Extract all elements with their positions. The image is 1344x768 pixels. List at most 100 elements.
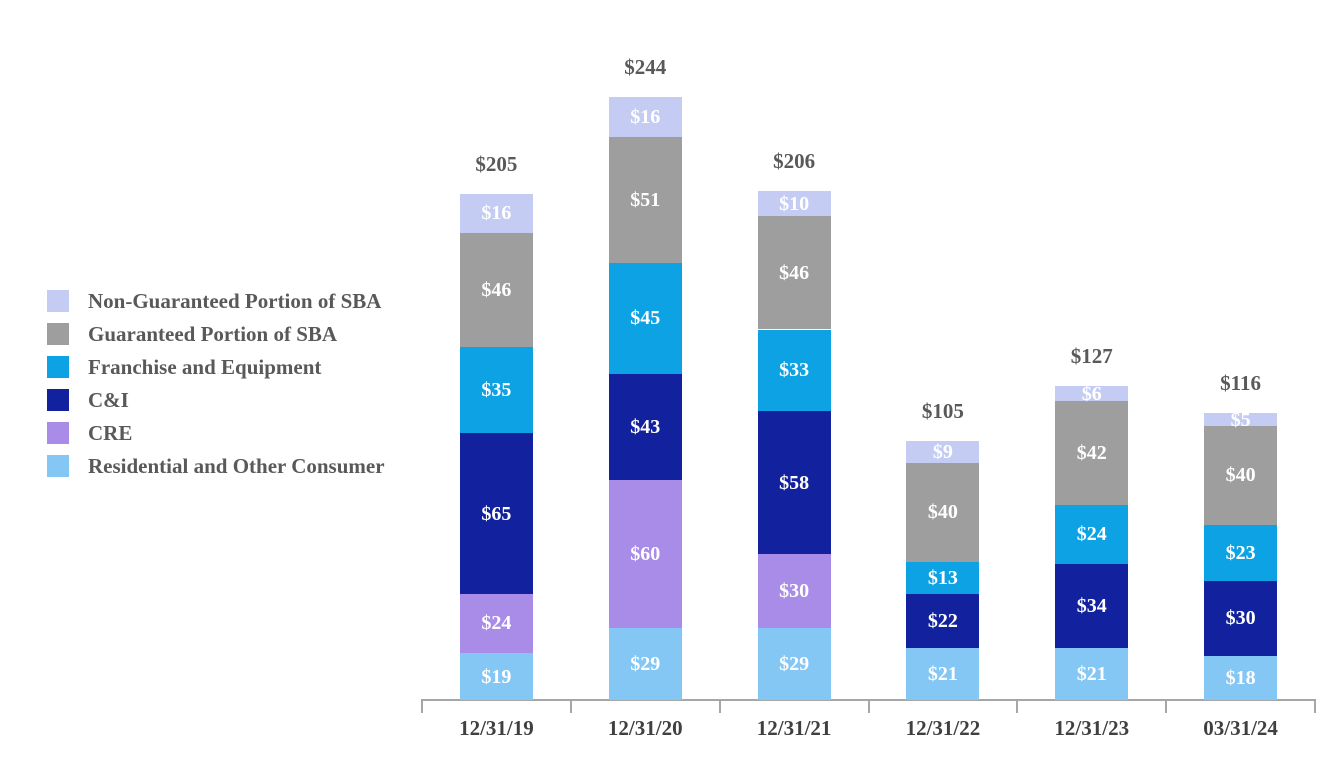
bar-segment: $58 (757, 411, 831, 555)
segment-value-label: $29 (779, 653, 810, 676)
bar-segment: $34 (1055, 564, 1129, 649)
legend-item: Guaranteed Portion of SBA (47, 323, 385, 345)
bar-segment: $19 (459, 653, 533, 700)
legend-label: CRE (88, 421, 133, 445)
bar-segment: $51 (608, 136, 682, 263)
segment-value-label: $13 (927, 566, 958, 589)
legend-item: C&I (47, 389, 385, 411)
segment-value-label: $16 (630, 106, 661, 129)
bar-segment: $43 (608, 373, 682, 481)
bar-segment: $24 (459, 593, 533, 654)
legend-item: CRE (47, 422, 385, 444)
segment-value-label: $34 (1076, 595, 1107, 618)
bar-segment: $30 (757, 554, 831, 629)
legend-label: Non-Guaranteed Portion of SBA (88, 289, 382, 313)
bar-segment: $10 (757, 191, 831, 216)
bar-segment: $13 (906, 561, 980, 594)
x-axis-label: 12/31/23 (1054, 716, 1130, 740)
legend-swatch (47, 323, 69, 345)
segment-value-label: $22 (927, 609, 958, 632)
segment-value-label: $45 (630, 307, 661, 330)
bar-total-label: $116 (1220, 371, 1261, 396)
bar-segment: $21 (1055, 648, 1129, 700)
bar-segment: $23 (1204, 524, 1278, 582)
segment-value-label: $21 (1076, 663, 1107, 686)
segment-value-label: $19 (481, 665, 512, 688)
segment-value-label: $21 (927, 663, 958, 686)
axis-tick (569, 699, 572, 713)
bar-segment: $29 (608, 628, 682, 700)
segment-value-label: $24 (1076, 523, 1107, 546)
segment-value-label: $35 (481, 379, 512, 401)
bar-total-label: $206 (773, 149, 816, 174)
segment-value-label: $65 (481, 502, 512, 525)
segment-value-label: $46 (779, 261, 810, 284)
segment-value-label: $5 (1230, 408, 1251, 431)
bar-segment: $21 (906, 648, 980, 700)
bar-segment: $22 (906, 593, 980, 649)
segment-value-label: $51 (630, 188, 661, 211)
legend-label: Franchise and Equipment (88, 355, 322, 379)
axis-tick (1165, 699, 1168, 713)
segment-value-label: $18 (1225, 666, 1256, 689)
axis-tick (1314, 699, 1316, 713)
x-axis-label: 12/31/21 (756, 716, 832, 740)
bar-total-label: $244 (624, 55, 667, 80)
bar-segment: $30 (1204, 581, 1278, 656)
bar-segment: $16 (608, 97, 682, 137)
legend-swatch (47, 389, 69, 411)
legend-item: Residential and Other Consumer (47, 455, 385, 477)
legend-label: Guaranteed Portion of SBA (88, 322, 338, 346)
legend-swatch (47, 455, 69, 477)
legend-item: Franchise and Equipment (47, 356, 385, 378)
bar-segment: $35 (459, 346, 533, 434)
segment-value-label: $30 (1225, 607, 1256, 630)
bar-segment: $42 (1055, 401, 1129, 505)
axis-tick (421, 699, 423, 713)
bar-segment: $29 (757, 628, 831, 700)
segment-value-label: $23 (1225, 542, 1256, 565)
bar-segment: $6 (1055, 382, 1129, 405)
x-axis-label: 12/31/22 (905, 716, 981, 740)
legend-item: Non-Guaranteed Portion of SBA (47, 290, 385, 312)
bar-segment: $65 (459, 433, 533, 594)
legend-swatch (47, 290, 69, 312)
axis-tick (867, 699, 870, 713)
axis-tick (1016, 699, 1019, 713)
x-axis-label: 03/31/24 (1203, 716, 1278, 740)
segment-value-label: $42 (1076, 441, 1107, 464)
segment-value-label: $58 (779, 471, 810, 494)
segment-value-label: $16 (481, 202, 512, 225)
bar-segment: $40 (906, 462, 980, 562)
segment-value-label: $29 (630, 653, 661, 676)
legend-label: C&I (88, 388, 129, 412)
legend-swatch (47, 356, 69, 378)
bar-segment: $24 (1055, 504, 1129, 565)
bar-segment: $60 (608, 480, 682, 629)
bar-total-label: $205 (475, 151, 518, 176)
x-axis-label: 12/31/19 (459, 716, 534, 740)
legend-label: Residential and Other Consumer (88, 454, 385, 478)
bar-total-label: $105 (921, 398, 964, 423)
bar-segment: $9 (906, 440, 980, 463)
bar-segment: $46 (459, 233, 533, 347)
segment-value-label: $10 (779, 192, 810, 215)
bar-segment: $18 (1204, 655, 1278, 700)
x-axis-label: 12/31/20 (607, 716, 683, 740)
segment-value-label: $40 (1225, 464, 1256, 487)
bar-segment: $33 (757, 329, 831, 411)
bar-segment: $46 (757, 215, 831, 330)
axis-tick (718, 699, 721, 713)
bar-segment: $5 (1204, 410, 1278, 430)
bar-total-label: $127 (1070, 344, 1113, 369)
segment-value-label: $40 (927, 501, 958, 524)
segment-value-label: $46 (481, 278, 512, 301)
chart-legend: Non-Guaranteed Portion of SBA Guaranteed … (47, 290, 385, 477)
segment-value-label: $6 (1081, 382, 1102, 405)
bar-segment: $16 (459, 193, 533, 234)
segment-value-label: $60 (630, 543, 661, 566)
segment-value-label: $33 (779, 359, 810, 382)
legend-swatch (47, 422, 69, 444)
